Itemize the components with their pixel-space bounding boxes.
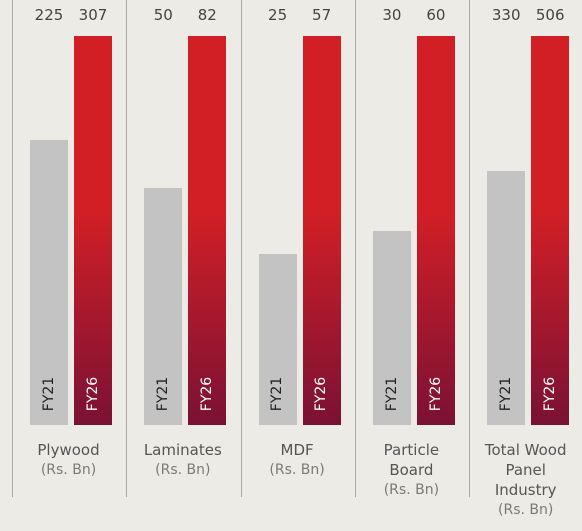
- bar-label: FY21: [373, 369, 411, 419]
- panel-subtitle: (Rs. Bn): [498, 502, 554, 518]
- bar: FY26: [74, 36, 112, 425]
- panel-subtitle: (Rs. Bn): [269, 462, 325, 478]
- panel-caption: MDF (Rs. Bn): [250, 440, 345, 480]
- value-label: 50: [153, 6, 173, 24]
- panel-separator: [12, 0, 13, 497]
- value-label: 57: [312, 6, 332, 24]
- bar: FY21: [487, 171, 526, 425]
- panel-caption: Laminates (Rs. Bn): [135, 440, 230, 480]
- panel-title: Total Wood Panel Industry: [484, 441, 567, 499]
- panel-separator: [126, 0, 128, 497]
- bar: FY26: [302, 36, 341, 425]
- value-label: 506: [535, 6, 565, 24]
- panel-subtitle: (Rs. Bn): [40, 462, 97, 478]
- category-label: FY26: [199, 376, 216, 412]
- bar: FY21: [30, 139, 68, 425]
- panel-separator: [240, 0, 242, 497]
- panel-title: MDF: [280, 441, 314, 459]
- bar: FY21: [258, 254, 297, 425]
- panel-caption: Particle Board (Rs. Bn): [364, 440, 459, 500]
- panel-title: Plywood: [37, 441, 100, 459]
- category-label: FY21: [498, 376, 515, 412]
- value-label: 30: [382, 6, 402, 24]
- bar: FY21: [372, 230, 411, 425]
- value-label: 60: [426, 6, 446, 24]
- bar: FY26: [531, 36, 570, 425]
- bar-label: FY21: [30, 369, 68, 419]
- category-label: FY26: [427, 376, 444, 412]
- value-label: 25: [268, 6, 288, 24]
- category-label: FY21: [269, 376, 286, 412]
- bar: FY26: [188, 36, 227, 425]
- panel-caption: Total Wood Panel Industry (Rs. Bn): [478, 440, 573, 520]
- panel-subtitle: (Rs. Bn): [155, 462, 211, 478]
- category-label: FY26: [313, 376, 330, 412]
- category-label: FY21: [383, 376, 400, 412]
- bar-label: FY26: [188, 369, 226, 419]
- bar-label: FY26: [417, 369, 455, 419]
- bar-label: FY21: [487, 369, 525, 419]
- bar-label: FY26: [303, 369, 341, 419]
- bar: FY26: [416, 36, 455, 425]
- category-label: FY26: [542, 376, 559, 412]
- category-label: FY21: [40, 376, 57, 412]
- value-label: 330: [491, 6, 521, 24]
- category-label: FY26: [84, 376, 101, 412]
- value-label: 307: [78, 6, 108, 24]
- bar-label: FY21: [144, 369, 182, 419]
- panel-subtitle: (Rs. Bn): [383, 482, 440, 498]
- bar: FY21: [144, 187, 183, 425]
- panel-title: Particle Board: [383, 441, 440, 479]
- bar-label: FY26: [74, 369, 112, 419]
- bar-label: FY21: [259, 369, 297, 419]
- panel-title: Laminates: [143, 441, 222, 459]
- panel-caption: Plywood (Rs. Bn): [21, 440, 116, 480]
- value-label: 82: [197, 6, 217, 24]
- bar-label: FY26: [531, 369, 569, 419]
- value-label: 225: [34, 6, 64, 24]
- panel-separator: [354, 0, 356, 497]
- category-label: FY21: [155, 376, 172, 412]
- panel-separator: [469, 0, 471, 497]
